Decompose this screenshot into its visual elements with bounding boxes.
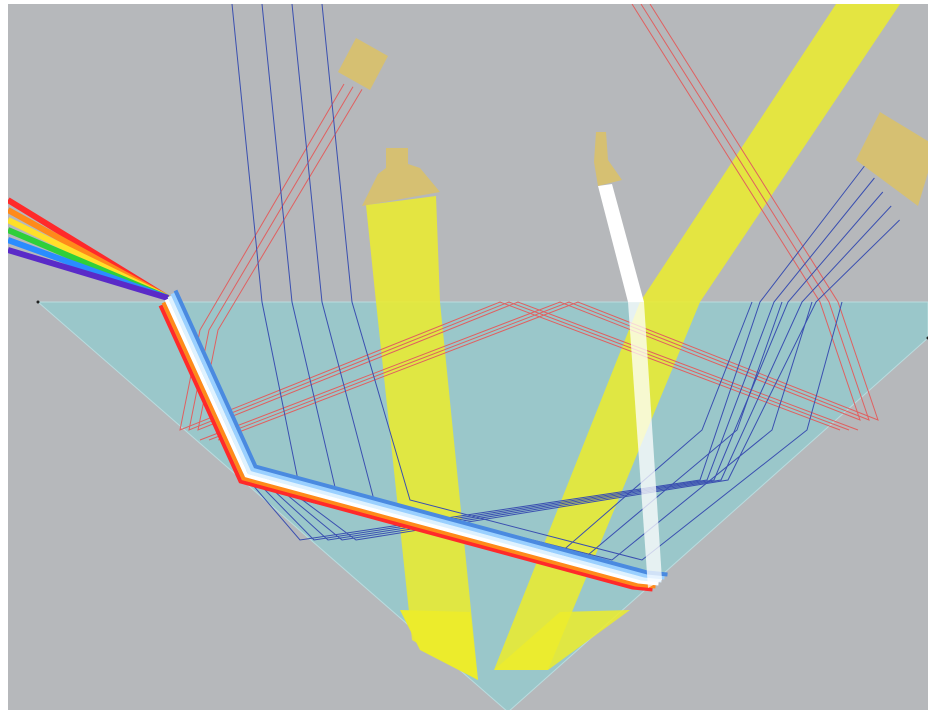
red-ray [179, 83, 841, 431]
yellow-beam-from-flashlight [366, 196, 440, 302]
rectangular-lamp-right[interactable] [856, 112, 936, 206]
flashlight-lamp[interactable] [362, 148, 440, 206]
spectrum-band [158, 304, 653, 592]
laser-pointer[interactable] [594, 132, 622, 186]
blue-ray [245, 177, 875, 541]
blue-ray [262, 219, 900, 541]
blue-ray [239, 163, 867, 541]
yellow-beam-bottom-right [494, 610, 630, 670]
spectrum-band [161, 301, 656, 589]
small-square-lamp[interactable] [338, 38, 388, 90]
prism-vertex-left[interactable] [36, 300, 40, 304]
blue-ray [250, 191, 884, 541]
red-ray-group [179, 4, 879, 441]
yellow-beam-bottom-reflection [400, 610, 478, 680]
red-ray [208, 4, 870, 441]
red-ray [199, 4, 861, 441]
spectrum-ray [8, 247, 169, 301]
red-ray [217, 4, 879, 441]
blue-ray [256, 205, 892, 541]
white-laser-beam [598, 184, 644, 302]
yellow-beam-exit-upper-right [640, 4, 900, 302]
white-laser-beam-inside-prism [628, 302, 662, 588]
blue-ray [321, 4, 843, 561]
yellow-beam-inside-prism [376, 302, 478, 680]
prism-vertex-right[interactable] [926, 336, 930, 340]
